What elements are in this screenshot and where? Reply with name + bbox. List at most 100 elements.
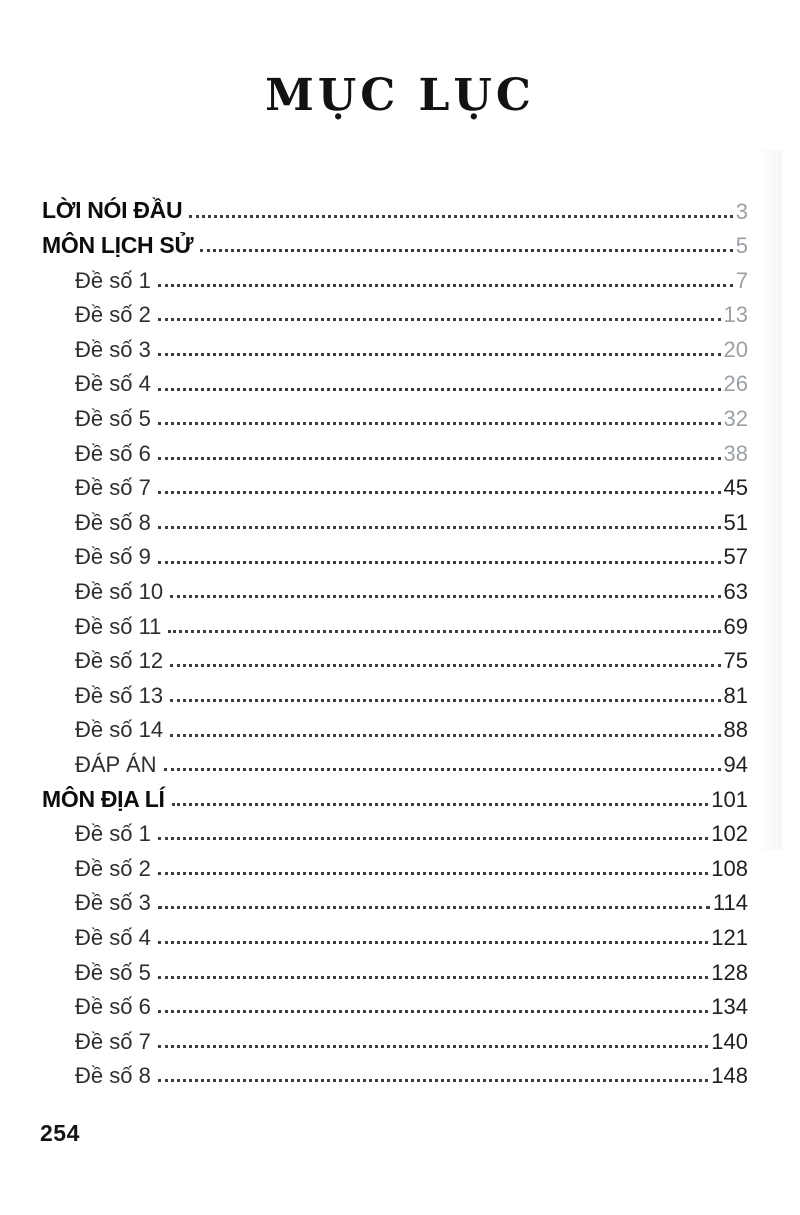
toc-entry-page: 114 — [712, 890, 748, 916]
toc-entry-page: 75 — [723, 648, 748, 674]
toc-list: LỜI NÓI ĐẦU 3 MÔN LỊCH SỬ 5 Đề số 1 7 Đề… — [42, 188, 748, 1087]
toc-entry-page: 81 — [723, 682, 748, 708]
dot-leader — [200, 249, 733, 253]
toc-entry-page: 7 — [735, 267, 748, 293]
toc-entry-label: Đề số 9 — [75, 544, 151, 570]
toc-row: Đề số 3 114 — [42, 880, 748, 916]
toc-row: ĐÁP ÁN 94 — [42, 742, 748, 777]
toc-row: Đề số 7 140 — [42, 1018, 748, 1053]
toc-entry-page: 88 — [723, 717, 748, 743]
dot-leader — [157, 387, 721, 391]
toc-row: Đề số 5 128 — [42, 949, 748, 985]
toc-entry-label: MÔN ĐỊA LÍ — [42, 785, 165, 812]
toc-entry-page: 5 — [735, 233, 748, 259]
dot-leader — [171, 802, 709, 806]
toc-row: Đề số 12 75 — [42, 638, 748, 674]
dot-leader — [170, 595, 721, 599]
toc-entry-page: 3 — [735, 198, 748, 224]
dot-leader — [157, 871, 709, 875]
toc-entry-label: Đề số 13 — [75, 682, 164, 708]
toc-entry-label: Đề số 2 — [75, 302, 151, 328]
page-title: MỤC LỤC — [265, 70, 535, 121]
toc-entry-label: Đề số 3 — [75, 890, 151, 916]
toc-entry-page: 51 — [723, 509, 748, 535]
toc-entry-page: 134 — [711, 994, 748, 1020]
toc-row: LỜI NÓI ĐẦU 3 — [42, 188, 748, 224]
toc-row: Đề số 14 88 — [42, 707, 748, 743]
toc-row: Đề số 10 63 — [42, 569, 748, 605]
dot-leader — [170, 664, 721, 668]
toc-entry-label: Đề số 7 — [75, 1028, 151, 1054]
dot-leader — [168, 629, 721, 633]
toc-entry-page: 26 — [723, 371, 748, 397]
toc-entry-label: Đề số 1 — [75, 821, 151, 847]
toc-row: Đề số 8 148 — [42, 1053, 748, 1089]
toc-entry-page: 121 — [711, 924, 748, 950]
toc-entry-label: ĐÁP ÁN — [75, 752, 157, 777]
toc-entry-page: 13 — [723, 302, 748, 328]
dot-leader — [157, 1079, 709, 1083]
toc-entry-label: Đề số 2 — [75, 855, 151, 881]
toc-entry-page: 140 — [711, 1028, 748, 1054]
toc-row: MÔN LỊCH SỬ 5 — [42, 223, 748, 259]
toc-entry-page: 32 — [723, 406, 748, 432]
dot-leader — [157, 560, 721, 564]
dot-leader — [157, 283, 733, 287]
toc-row: Đề số 11 69 — [42, 603, 748, 638]
toc-row: Đề số 1 7 — [42, 257, 748, 292]
dot-leader — [157, 975, 709, 979]
toc-row: Đề số 2 108 — [42, 845, 748, 880]
toc-entry-page: 108 — [711, 855, 748, 881]
dot-leader — [157, 1044, 709, 1048]
toc-entry-page: 45 — [723, 475, 748, 501]
toc-row: Đề số 6 38 — [42, 430, 748, 465]
dot-leader — [157, 491, 721, 495]
dot-leader — [157, 941, 709, 945]
toc-entry-page: 148 — [711, 1063, 748, 1089]
dot-leader — [157, 318, 721, 322]
toc-entry-label: MÔN LỊCH SỬ — [42, 232, 194, 259]
dot-leader — [157, 837, 709, 841]
toc-row: Đề số 13 81 — [42, 672, 748, 707]
toc-entry-label: Đề số 1 — [75, 267, 151, 293]
scan-shadow-artifact — [756, 150, 782, 850]
toc-row: Đề số 6 134 — [42, 984, 748, 1020]
toc-row: Đề số 8 51 — [42, 499, 748, 534]
book-page-number: 254 — [40, 1120, 80, 1146]
toc-row: Đề số 9 57 — [42, 534, 748, 570]
dot-leader — [157, 456, 721, 460]
toc-row: Đề số 4 26 — [42, 361, 748, 397]
dot-leader — [157, 525, 721, 529]
toc-row: Đề số 4 121 — [42, 914, 748, 949]
toc-entry-page: 128 — [711, 959, 748, 985]
toc-entry-label: Đề số 6 — [75, 440, 151, 466]
toc-entry-page: 57 — [723, 544, 748, 570]
toc-entry-page: 102 — [711, 821, 748, 847]
toc-row: Đề số 2 13 — [42, 292, 748, 328]
toc-entry-label: Đề số 10 — [75, 579, 164, 605]
toc-entry-label: Đề số 4 — [75, 924, 151, 950]
dot-leader — [157, 422, 721, 426]
toc-row: Đề số 1 102 — [42, 811, 748, 847]
dot-leader — [170, 733, 721, 737]
dot-leader — [189, 214, 733, 218]
toc-row: Đề số 7 45 — [42, 465, 748, 501]
toc-entry-label: Đề số 5 — [75, 959, 151, 985]
toc-entry-label: Đề số 4 — [75, 371, 151, 397]
toc-entry-page: 101 — [711, 786, 748, 812]
toc-entry-label: Đề số 6 — [75, 994, 151, 1020]
toc-entry-label: Đề số 11 — [75, 613, 162, 639]
toc-row: Đề số 3 20 — [42, 326, 748, 361]
dot-leader — [170, 698, 721, 702]
toc-row: MÔN ĐỊA LÍ 101 — [42, 776, 748, 812]
toc-row: Đề số 5 32 — [42, 396, 748, 432]
toc-entry-page: 69 — [723, 613, 748, 639]
dot-leader — [157, 906, 710, 910]
toc-entry-label: Đề số 3 — [75, 336, 151, 362]
toc-entry-page: 94 — [723, 752, 748, 777]
dot-leader — [163, 768, 721, 772]
toc-entry-label: Đề số 8 — [75, 1063, 151, 1089]
toc-entry-label: Đề số 12 — [75, 648, 164, 674]
toc-entry-page: 20 — [723, 336, 748, 362]
